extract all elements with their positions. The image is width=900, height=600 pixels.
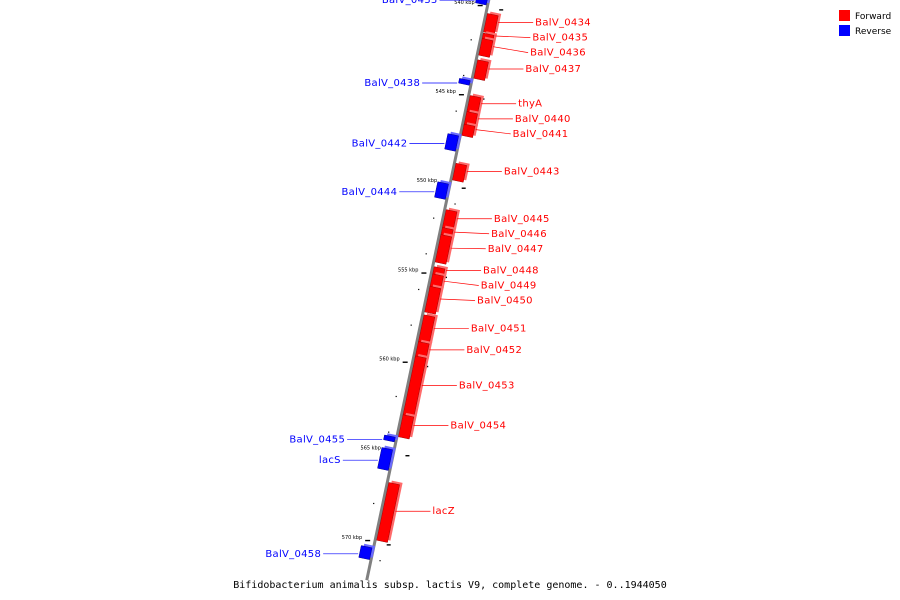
gene-label-balv_0453[interactable]: BalV_0453 (459, 381, 515, 392)
tick-label: 565 kbp (361, 446, 381, 452)
gene-label-balv_0452[interactable]: BalV_0452 (466, 345, 522, 356)
gene-arrow-balv_0450[interactable] (424, 284, 444, 315)
minor-tick (373, 502, 375, 505)
gene-label-balv_0437[interactable]: BalV_0437 (525, 64, 581, 75)
gene-label-balv_0450[interactable]: BalV_0450 (477, 295, 533, 306)
minor-tick (418, 288, 420, 291)
gene-arrow-balv_0454[interactable] (398, 412, 417, 440)
gene-label-balv_0433[interactable]: BalV_0433 (382, 0, 438, 6)
gene-label-balv_0436[interactable]: BalV_0436 (530, 48, 586, 59)
minor-tick (388, 431, 390, 433)
genome-backbone (365, 0, 491, 581)
gene-arrow-lacz[interactable] (376, 480, 403, 543)
tick-label: 545 kbp (436, 89, 456, 95)
gene-arrow-balv_0458[interactable] (358, 543, 376, 560)
gene-label-layer: BalV_0434 BalV_0435 BalV_0436 BalV_0437 thyA… (265, 0, 591, 560)
minor-tick (395, 395, 397, 398)
gene-label-balv_0440[interactable]: BalV_0440 (515, 114, 571, 125)
minor-tick (425, 253, 427, 255)
gene-leader-line (440, 298, 476, 301)
gene-label-balv_0444[interactable]: BalV_0444 (342, 187, 398, 198)
minor-tick (455, 110, 457, 112)
gene-layer (358, 0, 502, 560)
minor-tick (379, 560, 381, 562)
gene-label-balv_0441[interactable]: BalV_0441 (513, 129, 569, 140)
gene-arrow-balv_0436[interactable] (478, 36, 496, 58)
gene-label-thya[interactable]: thyA (518, 99, 542, 110)
gene-leader-line (454, 231, 490, 235)
gene-label-balv_0434[interactable]: BalV_0434 (535, 18, 591, 29)
gene-arrow-balv_0433[interactable] (475, 0, 491, 6)
gene-label-balv_0443[interactable]: BalV_0443 (504, 167, 560, 178)
gene-label-balv_0448[interactable]: BalV_0448 (483, 265, 539, 276)
gene-label-balv_0446[interactable]: BalV_0446 (491, 229, 547, 240)
gene-label-balv_0435[interactable]: BalV_0435 (532, 33, 588, 44)
gene-label-balv_0442[interactable]: BalV_0442 (352, 139, 408, 150)
gene-label-balv_0449[interactable]: BalV_0449 (481, 280, 537, 291)
legend-swatch-reverse (839, 25, 850, 36)
gene-arrow-balv_0444[interactable] (434, 179, 452, 200)
gene-label-lacs[interactable]: lacS (319, 455, 341, 466)
minor-tick (410, 324, 412, 326)
tick-label: 550 kbp (417, 178, 437, 184)
gene-arrow-balv_0438[interactable] (458, 76, 474, 86)
gene-label-balv_0458[interactable]: BalV_0458 (265, 549, 321, 560)
gene-arrow-balv_0443[interactable] (452, 161, 470, 183)
gene-label-lacz[interactable]: lacZ (432, 506, 454, 517)
gene-leader-line (495, 35, 531, 38)
tick-label: 555 kbp (398, 267, 418, 273)
gene-arrow-balv_0441[interactable] (461, 122, 478, 138)
gene-arrow-balv_0445[interactable] (442, 207, 460, 231)
tick-label: 560 kbp (379, 357, 399, 363)
gene-arrow-balv_0437[interactable] (473, 58, 492, 81)
tick-label: 570 kbp (342, 535, 362, 541)
gene-arrow-balv_0455[interactable] (383, 433, 399, 443)
legend-label-reverse: Reverse (855, 27, 892, 37)
gene-leader-line (475, 129, 511, 135)
gene-label-balv_0438[interactable]: BalV_0438 (364, 78, 420, 89)
gene-arrow-balv_0447[interactable] (434, 232, 455, 265)
gene-label-balv_0455[interactable]: BalV_0455 (289, 435, 345, 446)
minor-tick (463, 74, 465, 77)
gene-leader-line (443, 280, 479, 286)
genome-caption: Bifidobacterium animalis subsp. lactis V… (233, 580, 666, 591)
legend-label-forward: Forward (855, 12, 891, 22)
gene-leader-line (450, 247, 486, 250)
minor-tick (454, 203, 456, 205)
legend: Forward Reverse (839, 10, 892, 37)
tick-label: 540 kbp (454, 0, 474, 6)
gene-arrow-balv_0434[interactable] (483, 11, 502, 35)
gene-label-balv_0445[interactable]: BalV_0445 (494, 214, 550, 225)
gene-arrow-thya[interactable] (466, 93, 484, 115)
legend-swatch-forward (839, 10, 850, 21)
gene-label-balv_0447[interactable]: BalV_0447 (488, 244, 544, 255)
gene-arrow-balv_0442[interactable] (444, 131, 462, 152)
minor-tick (433, 217, 435, 219)
gene-leader-line (493, 46, 529, 53)
gene-arrow-lacs[interactable] (377, 445, 396, 471)
gene-label-balv_0454[interactable]: BalV_0454 (450, 421, 506, 432)
gene-label-balv_0451[interactable]: BalV_0451 (471, 323, 527, 334)
minor-tick (470, 39, 472, 41)
